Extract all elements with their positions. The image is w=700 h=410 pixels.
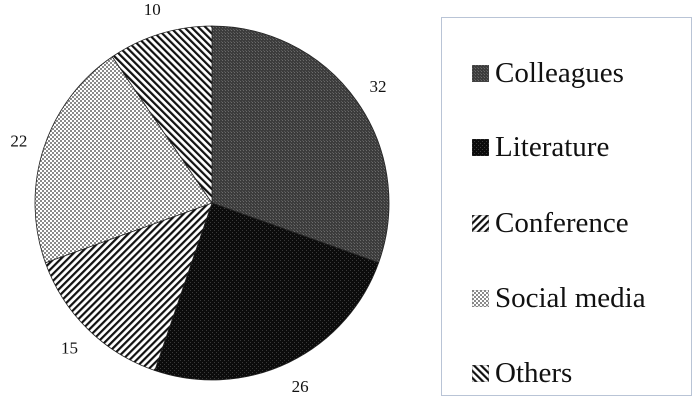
legend-item-literature: Literature	[472, 127, 609, 167]
data-label-literature: 26	[292, 377, 309, 396]
pie-slice-colleagues	[211, 25, 390, 264]
legend-label: Others	[495, 356, 573, 389]
legend-label: Conference	[495, 206, 629, 239]
legend-item-colleagues: Colleagues	[472, 53, 624, 93]
legend-swatch-icon	[472, 364, 489, 382]
data-label-social-media: 22	[10, 131, 27, 150]
pie-slices	[34, 25, 390, 381]
pie-slice-others	[111, 25, 213, 205]
pie-slice-conference	[44, 202, 213, 372]
data-label-colleagues: 32	[370, 77, 387, 96]
legend-swatch-icon	[472, 214, 489, 232]
pie-slice-social-media	[34, 56, 213, 264]
pie-data-labels: 32 26 15 22 10	[10, 0, 386, 396]
legend-item-others: Others	[472, 353, 572, 393]
legend-swatch-icon	[472, 64, 489, 82]
legend-item-social-media: Social media	[472, 278, 646, 318]
legend-label: Colleagues	[495, 56, 624, 89]
legend: Colleagues Literature Conference Social …	[441, 17, 692, 396]
legend-swatch-icon	[472, 138, 489, 156]
legend-label: Literature	[495, 130, 610, 163]
data-label-conference: 15	[61, 339, 78, 358]
data-label-others: 10	[144, 0, 161, 19]
pie-slice-literature	[154, 202, 380, 381]
legend-swatch-icon	[472, 289, 489, 307]
legend-label: Social media	[495, 281, 646, 314]
legend-item-conference: Conference	[472, 203, 629, 243]
